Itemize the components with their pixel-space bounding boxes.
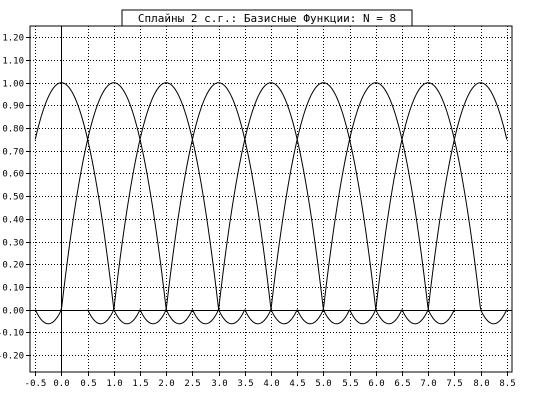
y-tick-label: 0.50 <box>2 193 24 203</box>
y-tick-label: 1.10 <box>2 57 24 67</box>
axes <box>26 26 512 376</box>
y-tick-label: -0.10 <box>0 329 24 339</box>
x-tick-label: 4.0 <box>263 379 279 389</box>
y-tick-label: 0.60 <box>2 170 24 180</box>
x-tick-labels: -0.5 0.0 0.5 1.0 1.5 2.0 2.5 3.0 3.5 4.0 4.5 5.0 5.5… <box>25 379 516 389</box>
x-tick-label: 6.0 <box>368 379 384 389</box>
y-tick-label: 0.90 <box>2 102 24 112</box>
x-tick-label: 0.5 <box>80 379 96 389</box>
basis-curve <box>349 82 508 325</box>
y-tick-label: 1.00 <box>2 80 24 90</box>
y-tick-label: 1.20 <box>2 34 24 44</box>
x-tick-label: 0.0 <box>53 379 69 389</box>
x-tick-label: 6.5 <box>394 379 410 389</box>
x-tick-label: 7.5 <box>446 379 462 389</box>
x-tick-label: 1.0 <box>106 379 122 389</box>
x-tick-label: 2.5 <box>184 379 200 389</box>
y-tick-labels: -0.20 -0.10 0.00 0.10 0.20 0.30 0.40 0.50 0.60 0.… <box>0 34 24 362</box>
x-tick-label: 2.0 <box>158 379 174 389</box>
curves <box>34 82 508 325</box>
y-tick-label: 0.40 <box>2 216 24 226</box>
y-tick-label: 0.30 <box>2 239 24 249</box>
grid <box>30 26 512 372</box>
y-tick-label: 0.70 <box>2 148 24 158</box>
y-tick-label: 0.00 <box>2 307 24 317</box>
basis-curve <box>401 82 508 325</box>
x-tick-label: 7.0 <box>420 379 436 389</box>
x-tick-label: 4.5 <box>289 379 305 389</box>
x-tick-label: -0.5 <box>25 379 47 389</box>
y-tick-label: 0.20 <box>2 261 24 271</box>
x-tick-label: 8.5 <box>499 379 515 389</box>
x-tick-label: 1.5 <box>132 379 148 389</box>
x-tick-label: 8.0 <box>473 379 489 389</box>
title-box <box>121 9 413 27</box>
x-tick-label: 3.0 <box>211 379 227 389</box>
y-tick-label: 0.80 <box>2 125 24 135</box>
chart-title: Сплайны 2 с.г.: Базисные Функции: N = 8 <box>138 12 396 25</box>
x-tick-label: 5.0 <box>315 379 331 389</box>
x-tick-label: 3.5 <box>237 379 253 389</box>
x-tick-label: 5.5 <box>342 379 358 389</box>
y-tick-label: -0.20 <box>0 352 24 362</box>
y-tick-label: 0.10 <box>2 284 24 294</box>
